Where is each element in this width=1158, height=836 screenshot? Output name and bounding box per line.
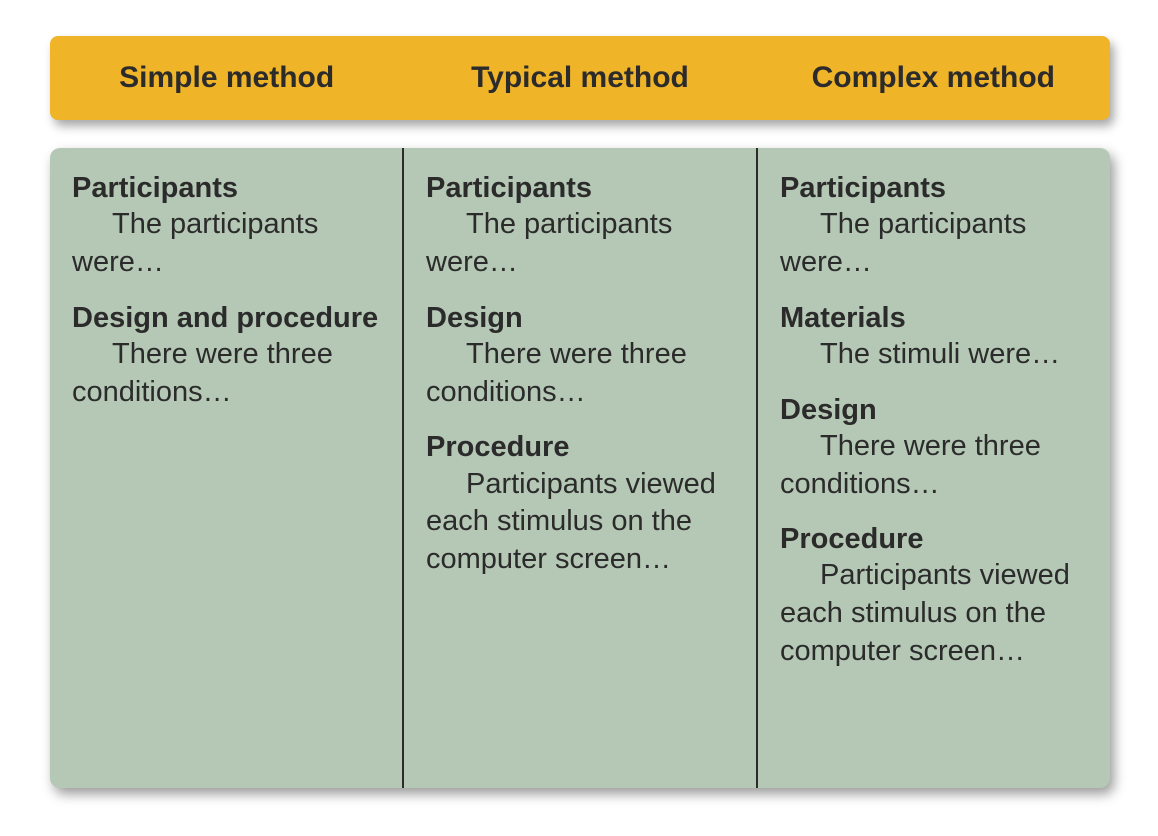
section-heading: Participants [72,170,380,206]
section-heading: Participants [426,170,734,206]
section-body: The participants were… [72,206,380,281]
header-bar: Simple method Typical method Complex met… [50,36,1110,120]
section-heading: Design [780,392,1088,428]
section: Design There were three conditions… [780,392,1088,504]
section: Participants The participants were… [426,170,734,282]
section-heading: Participants [780,170,1088,206]
section-body: Participants viewed each stimulus on the… [426,466,734,579]
section-heading: Design and procedure [72,300,380,336]
section: Participants The participants were… [780,170,1088,282]
section: Procedure Participants viewed each stimu… [426,429,734,578]
header-simple: Simple method [50,61,403,95]
section-heading: Procedure [780,521,1088,557]
header-typical: Typical method [403,61,756,95]
section-body: The participants were… [780,206,1088,281]
section-body: The stimuli were… [780,336,1088,374]
header-complex: Complex method [757,61,1110,95]
section-heading: Materials [780,300,1088,336]
section: Participants The participants were… [72,170,380,282]
section-body: Participants viewed each stimulus on the… [780,557,1088,670]
body-card: Participants The participants were… Desi… [50,148,1110,788]
section-body: There were three conditions… [780,428,1088,503]
column-simple: Participants The participants were… Desi… [50,148,402,788]
section-body: There were three conditions… [426,336,734,411]
section-heading: Procedure [426,429,734,465]
section-heading: Design [426,300,734,336]
section-body: There were three conditions… [72,336,380,411]
diagram-container: Simple method Typical method Complex met… [50,36,1110,788]
column-typical: Participants The participants were… Desi… [402,148,756,788]
section: Design There were three conditions… [426,300,734,412]
section: Design and procedure There were three co… [72,300,380,412]
section: Materials The stimuli were… [780,300,1088,374]
section-body: The participants were… [426,206,734,281]
column-complex: Participants The participants were… Mate… [756,148,1110,788]
section: Procedure Participants viewed each stimu… [780,521,1088,670]
